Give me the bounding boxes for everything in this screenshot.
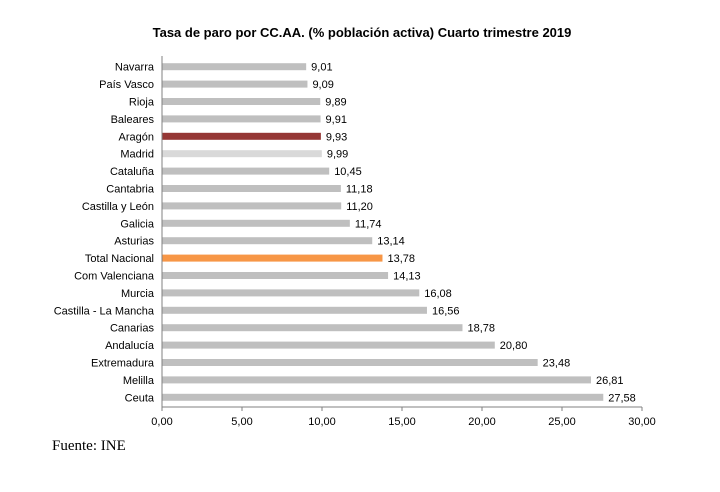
data-label: 11,74: [355, 218, 382, 230]
category-label: Com Valenciana: [74, 271, 155, 283]
data-label: 9,99: [327, 149, 348, 161]
data-label: 13,14: [377, 236, 405, 248]
bar: [162, 185, 341, 192]
data-label: 11,18: [346, 184, 373, 196]
data-label: 9,93: [326, 131, 347, 143]
x-tick-label: 0,00: [151, 416, 172, 428]
category-label: Cataluña: [110, 166, 155, 178]
data-label: 9,91: [326, 114, 347, 126]
data-label: 9,89: [325, 97, 346, 109]
bar: [162, 150, 322, 158]
data-label: 16,56: [432, 305, 460, 317]
x-tick-label: 25,00: [548, 416, 576, 428]
bar: [162, 63, 307, 71]
category-label: Aragón: [119, 131, 154, 143]
category-label: Galicia: [120, 218, 155, 230]
bar: [162, 115, 321, 123]
bar: [162, 132, 321, 140]
category-label: Cantabria: [106, 184, 155, 196]
category-label: Navarra: [115, 62, 155, 74]
bar: [162, 202, 342, 210]
x-tick-label: 20,00: [468, 416, 496, 428]
data-label: 27,58: [608, 392, 636, 404]
category-label: Melilla: [123, 375, 155, 387]
data-label: 20,80: [500, 340, 528, 352]
bar: [162, 272, 389, 279]
bar: [162, 98, 321, 105]
data-label: 10,45: [334, 166, 362, 178]
x-tick-label: 15,00: [388, 416, 416, 428]
bar: [162, 376, 591, 384]
category-label: Baleares: [111, 114, 155, 126]
category-label: Murcia: [121, 288, 155, 300]
category-label: Madrid: [120, 149, 154, 161]
data-label: 13,78: [387, 253, 415, 265]
bar: [162, 306, 427, 314]
x-tick-label: 5,00: [231, 416, 252, 428]
source-note: Fuente: INE: [52, 438, 126, 454]
data-label: 9,09: [312, 79, 333, 91]
category-label: Asturias: [114, 236, 154, 248]
bar: [162, 359, 538, 366]
category-label: Total Nacional: [85, 253, 154, 265]
data-label: 14,13: [393, 271, 421, 283]
category-label: Canarias: [110, 323, 155, 335]
bar: [162, 289, 420, 297]
bars-layer: Navarra 9,01 País Vasco 9,09 Rioja 9,89 Balear…: [54, 62, 636, 405]
category-label: Ceuta: [125, 392, 155, 404]
x-tick-label: 30,00: [628, 416, 656, 428]
data-label: 23,48: [543, 358, 571, 370]
bar: [162, 341, 495, 349]
bar: [162, 393, 604, 401]
x-axis: 0,00 5,00 10,00 15,00 20,00 25,00 30,00: [151, 56, 656, 428]
data-label: 9,01: [311, 62, 332, 74]
bar: [162, 167, 330, 175]
category-label: País Vasco: [99, 79, 154, 91]
category-label: Andalucía: [105, 340, 155, 352]
data-label: 16,08: [424, 288, 452, 300]
bar: [162, 219, 350, 227]
bar: [162, 254, 383, 262]
data-label: 11,20: [346, 201, 373, 213]
category-label: Extremadura: [91, 358, 155, 370]
bar: [162, 237, 373, 245]
bar: [162, 80, 308, 88]
data-label: 26,81: [596, 375, 624, 387]
x-tick-label: 10,00: [308, 416, 336, 428]
bar: [162, 324, 463, 332]
chart-title: Tasa de paro por CC.AA. (% población act…: [153, 25, 572, 40]
category-label: Castilla y León: [82, 201, 154, 213]
category-label: Rioja: [129, 97, 155, 109]
data-label: 18,78: [467, 323, 495, 335]
category-label: Castilla - La Mancha: [54, 305, 155, 317]
